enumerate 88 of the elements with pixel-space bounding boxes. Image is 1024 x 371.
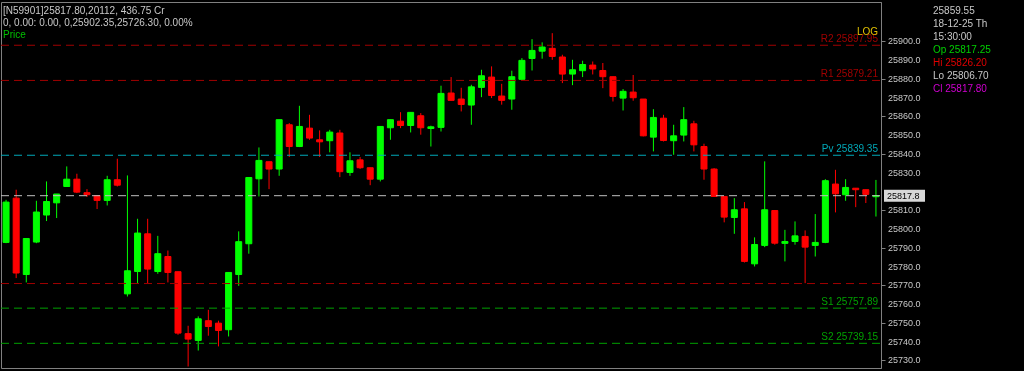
candlestick bbox=[609, 76, 617, 102]
candlestick bbox=[670, 124, 678, 156]
text: 18-12-25 Th bbox=[933, 18, 988, 29]
candlestick bbox=[831, 169, 839, 213]
candlestick bbox=[751, 236, 759, 267]
candlestick bbox=[194, 315, 202, 352]
y-tick-label: 25810.0 bbox=[888, 205, 921, 216]
candlestick bbox=[43, 180, 51, 222]
candlestick bbox=[103, 175, 111, 206]
candlestick bbox=[113, 158, 121, 187]
y-tick-label: 25890.0 bbox=[888, 55, 921, 66]
y-tick-label: 25830.0 bbox=[888, 167, 921, 178]
y-tick-label: 25840.0 bbox=[888, 149, 921, 160]
candlestick bbox=[730, 197, 738, 235]
candlestick bbox=[538, 41, 546, 60]
candlestick bbox=[548, 32, 556, 61]
ref-line-label: R1 25879.21 bbox=[820, 68, 879, 80]
ref-line-label: Pv 25839.35 bbox=[821, 143, 879, 155]
candlestick bbox=[53, 193, 61, 219]
candlestick bbox=[842, 178, 850, 202]
text: 25859.55 bbox=[933, 5, 976, 16]
candlestick bbox=[498, 83, 506, 106]
candlestick bbox=[285, 122, 293, 158]
y-tick-label: 25880.0 bbox=[888, 73, 921, 84]
candlestick bbox=[518, 57, 526, 81]
candlestick bbox=[255, 146, 263, 197]
candlestick bbox=[164, 250, 172, 283]
y-tick-label: 25730.0 bbox=[888, 355, 921, 366]
annotation: Price bbox=[3, 29, 27, 40]
candlestick bbox=[528, 38, 536, 72]
candlestick bbox=[83, 188, 91, 198]
candlestick bbox=[63, 165, 71, 187]
y-tick-label: 25790.0 bbox=[888, 242, 921, 253]
y-tick-label: 25780.0 bbox=[888, 261, 921, 272]
text: 15:30:00 bbox=[933, 31, 973, 42]
candlestick bbox=[467, 84, 475, 126]
candlestick bbox=[811, 213, 819, 258]
text: Lo 25806.70 bbox=[933, 70, 990, 81]
candlestick bbox=[781, 229, 789, 262]
candlestick bbox=[720, 195, 728, 223]
text: Hi 25826.20 bbox=[933, 57, 988, 68]
y-tick-label: 25850.0 bbox=[888, 130, 921, 141]
candlestick bbox=[568, 59, 576, 86]
candlestick bbox=[508, 70, 516, 111]
candlestick bbox=[326, 129, 334, 153]
candlestick bbox=[680, 106, 688, 142]
candlestick bbox=[619, 88, 627, 111]
y-tick-label: 25760.0 bbox=[888, 299, 921, 310]
candlestick bbox=[265, 161, 273, 190]
text: Op 25817.25 bbox=[933, 44, 992, 55]
candlestick bbox=[417, 112, 425, 136]
candlestick bbox=[154, 235, 162, 275]
candlestick bbox=[316, 129, 324, 158]
candlestick bbox=[447, 76, 455, 101]
y-tick-label: 25750.0 bbox=[888, 317, 921, 328]
candlestick bbox=[346, 151, 354, 177]
y-tick-label: 25900.0 bbox=[888, 36, 921, 47]
annotation: [N59901]25817.80,20112, 436.75 Cr bbox=[3, 5, 166, 16]
candlestick bbox=[629, 74, 637, 102]
candlestick bbox=[690, 120, 698, 152]
candlestick bbox=[649, 108, 657, 152]
y-tick-label: 25800.0 bbox=[888, 224, 921, 235]
candlestick bbox=[306, 114, 314, 141]
candlestick bbox=[660, 114, 668, 142]
candlestick bbox=[477, 69, 485, 98]
candlestick bbox=[599, 62, 607, 89]
candlestick bbox=[791, 220, 799, 246]
candlestick bbox=[407, 111, 415, 133]
candlestick bbox=[295, 105, 303, 148]
candlestick bbox=[184, 325, 192, 367]
candlestick bbox=[457, 87, 465, 112]
y-tick-label: 25870.0 bbox=[888, 92, 921, 103]
y-tick-label: 25770.0 bbox=[888, 280, 921, 291]
candlestick bbox=[123, 174, 131, 297]
annotation: 0, 0.00: 0.00, 0,25902.35,25726.30, 0.00% bbox=[3, 17, 193, 28]
text: Cl 25817.80 bbox=[933, 83, 988, 94]
candlestick bbox=[488, 65, 496, 99]
candlestick bbox=[214, 320, 222, 347]
ref-line-label: S1 25757.89 bbox=[821, 296, 879, 308]
y-tick-label: 25740.0 bbox=[888, 336, 921, 347]
candlestick bbox=[700, 143, 708, 181]
candlestick bbox=[558, 54, 566, 84]
candlestick bbox=[801, 229, 809, 284]
candlestick bbox=[204, 309, 212, 337]
ref-line-label: S2 25739.15 bbox=[821, 331, 879, 343]
candlestick bbox=[386, 119, 394, 141]
y-tick-label: 25860.0 bbox=[888, 111, 921, 122]
ref-line-label: 25817.8 bbox=[887, 190, 920, 201]
